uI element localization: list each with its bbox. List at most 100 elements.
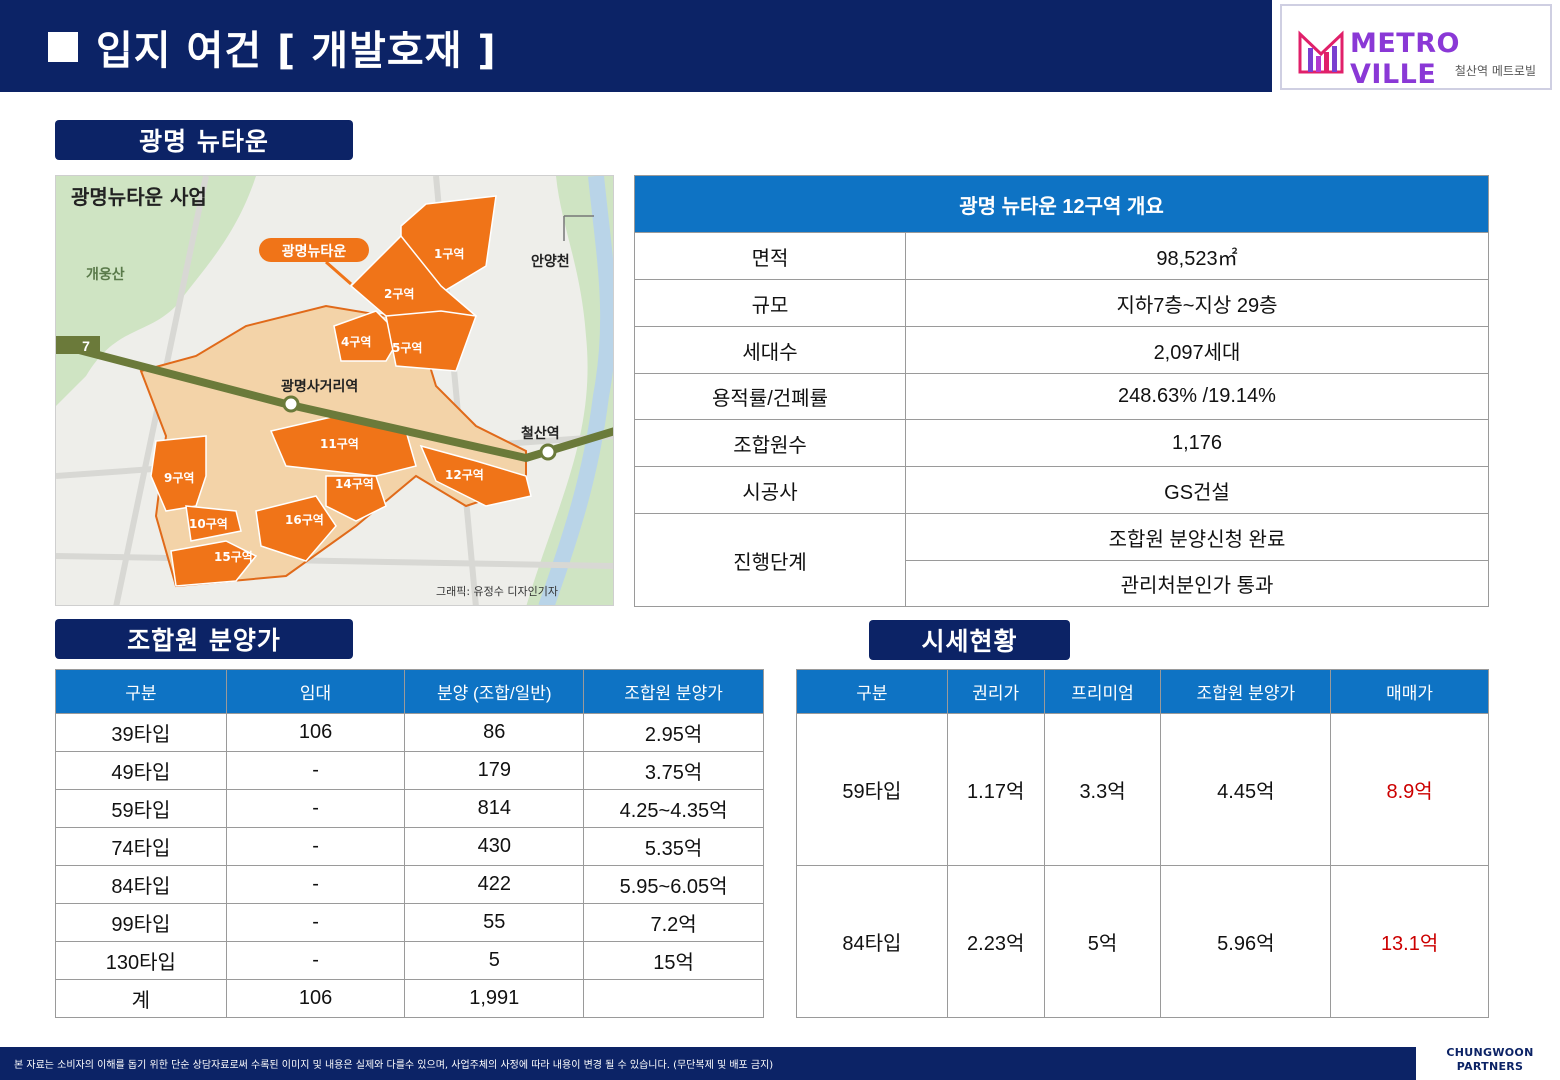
table-cell: 1.17억 (946, 713, 1045, 866)
table-cell: 99타입 (55, 903, 227, 942)
table-cell-sale-price: 13.1억 (1330, 865, 1489, 1018)
overview-table: 광명 뉴타운 12구역 개요 면적 98,523㎡ 규모 지하7층~지상 29층… (634, 175, 1489, 607)
zone-label: 14구역 (335, 476, 374, 491)
table-cell: 4.25~4.35억 (583, 789, 764, 828)
metro-ville-mark-icon (1298, 30, 1344, 74)
overview-key: 용적률/건폐률 (634, 373, 906, 420)
section-label-market: 시세현황 (869, 620, 1070, 660)
table-cell: - (225, 827, 406, 866)
market-table: 구분 권리가 프리미엄 조합원 분양가 매매가 59타입 1.17억 3.3억 … (796, 669, 1489, 1018)
table-cell: 59타입 (796, 713, 948, 866)
table-row: 130타입 -5 15억 (55, 941, 764, 980)
zone-label: 9구역 (164, 470, 194, 485)
page-title-text: 입지 여건 [ 개발호재 ] (96, 28, 497, 74)
table-cell: 15억 (583, 941, 764, 980)
table-cell: 84타입 (55, 865, 227, 904)
table-header: 분양 (조합/일반) (404, 669, 585, 714)
overview-key: 규모 (634, 279, 906, 327)
map-graphic: 7 광명뉴타운 광명뉴타운 사업 개웅산 안양천 광명사거리역 철산역 그래픽:… (56, 176, 613, 605)
union-price-table: 구분 임대 분양 (조합/일반) 조합원 분양가 39타입 106 86 2.95억 … (55, 669, 764, 1018)
overview-row: 시공사 GS건설 (634, 466, 1489, 514)
table-cell: - (225, 941, 406, 980)
table-cell: 5.35억 (583, 827, 764, 866)
table-cell: 49타입 (55, 751, 227, 790)
overview-row: 진행단계 조합원 분양신청 완료 (634, 513, 1489, 607)
table-cell: 74타입 (55, 827, 227, 866)
table-cell (583, 979, 764, 1018)
overview-key: 시공사 (634, 466, 906, 514)
table-cell: 59타입 (55, 789, 227, 828)
table-header: 임대 (225, 669, 406, 714)
zone-label: 12구역 (445, 467, 484, 482)
table-cell: - (225, 903, 406, 942)
zone-label: 11구역 (320, 436, 359, 451)
header-bar: 입지 여건 [ 개발호재 ] (0, 0, 1272, 92)
logo-subtitle: 철산역 메트로빌 (1454, 64, 1536, 78)
table-cell: 2.95억 (583, 713, 764, 752)
table-cell: 3.75억 (583, 751, 764, 790)
table-row: 99타입 -55 7.2억 (55, 903, 764, 942)
overview-row: 세대수 2,097세대 (634, 326, 1489, 374)
footer-brand-line2: PARTNERS (1456, 1060, 1524, 1073)
overview-value: 2,097세대 (905, 326, 1489, 374)
table-row: 84타입 2.23억 5억 5.96억 13.1억 (796, 865, 1489, 1018)
newtown-map: 7 광명뉴타운 광명뉴타운 사업 개웅산 안양천 광명사거리역 철산역 그래픽:… (55, 175, 614, 606)
table-header: 조합원 분양가 (583, 669, 764, 714)
footer-bar: 본 자료는 소비자의 이해를 돕기 위한 단순 상담자료로써 수록된 이미지 및… (0, 1047, 1416, 1080)
table-header: 권리가 (946, 669, 1045, 714)
overview-value: 248.63% /19.14% (905, 373, 1489, 420)
table-header: 구분 (796, 669, 948, 714)
table-header: 매매가 (1330, 669, 1489, 714)
overview-row: 관리처분인가 통과 (635, 560, 1489, 607)
overview-value: 지하7층~지상 29층 (905, 279, 1489, 327)
line-badge-7: 7 (82, 338, 90, 354)
overview-row: 조합원수 1,176 (634, 419, 1489, 467)
table-cell: - (225, 865, 406, 904)
table-cell: 430 (404, 827, 585, 866)
overview-title: 광명 뉴타운 12구역 개요 (634, 175, 1489, 233)
table-row: 59타입 1.17억 3.3억 4.45억 8.9억 (796, 713, 1489, 866)
zone-label: 5구역 (392, 340, 422, 355)
map-credit: 그래픽: 유정수 디자인기자 (436, 585, 558, 598)
overview-value: 1,176 (905, 419, 1489, 467)
table-row: 59타입 -814 4.25~4.35억 (55, 789, 764, 828)
table-cell: - (225, 751, 406, 790)
station-marker-icon (539, 443, 557, 461)
chungwoon-logo: CHUNGWOON PARTNERS (1432, 1046, 1548, 1074)
map-label-station2: 철산역 (521, 425, 560, 442)
table-header: 구분 (55, 669, 227, 714)
section-label-newtown: 광명 뉴타운 (55, 120, 353, 160)
table-cell: 7.2억 (583, 903, 764, 942)
table-cell: 86 (404, 713, 585, 752)
overview-key: 진행단계 (634, 513, 906, 607)
zone-label: 16구역 (285, 512, 324, 527)
overview-value: 관리처분인가 통과 (905, 560, 1489, 607)
table-cell: 5.96억 (1160, 865, 1332, 1018)
map-label-station1: 광명사거리역 (281, 378, 358, 395)
table-row: 84타입 -422 5.95~6.05억 (55, 865, 764, 904)
table-cell: 계 (55, 979, 227, 1018)
square-bullet-icon (48, 32, 78, 62)
logo-name: METRO VILLE (1350, 28, 1460, 90)
table-cell: 3.3억 (1043, 713, 1162, 866)
station-marker-icon (282, 395, 300, 413)
table-cell-sale-price: 8.9억 (1330, 713, 1489, 866)
page-title: 입지 여건 [ 개발호재 ] (48, 18, 497, 76)
zone-label: 1구역 (434, 246, 464, 261)
overview-key: 세대수 (634, 326, 906, 374)
map-label-mountain: 개웅산 (86, 266, 125, 283)
map-callout: 광명뉴타운 (282, 243, 347, 260)
table-cell: 1,991 (404, 979, 585, 1018)
table-cell: 5 (404, 941, 585, 980)
table-cell: 5.95~6.05억 (583, 865, 764, 904)
table-header: 조합원 분양가 (1160, 669, 1332, 714)
metro-ville-logo: METRO VILLE 철산역 메트로빌 (1280, 4, 1552, 90)
table-cell: 130타입 (55, 941, 227, 980)
footer-brand-line1: CHUNGWOON (1446, 1046, 1534, 1059)
table-cell: 39타입 (55, 713, 227, 752)
table-cell: - (225, 789, 406, 828)
table-row: 74타입 -430 5.35억 (55, 827, 764, 866)
table-cell: 422 (404, 865, 585, 904)
table-row-total: 계 106 1,991 (55, 979, 764, 1018)
map-label-stream: 안양천 (531, 253, 570, 270)
